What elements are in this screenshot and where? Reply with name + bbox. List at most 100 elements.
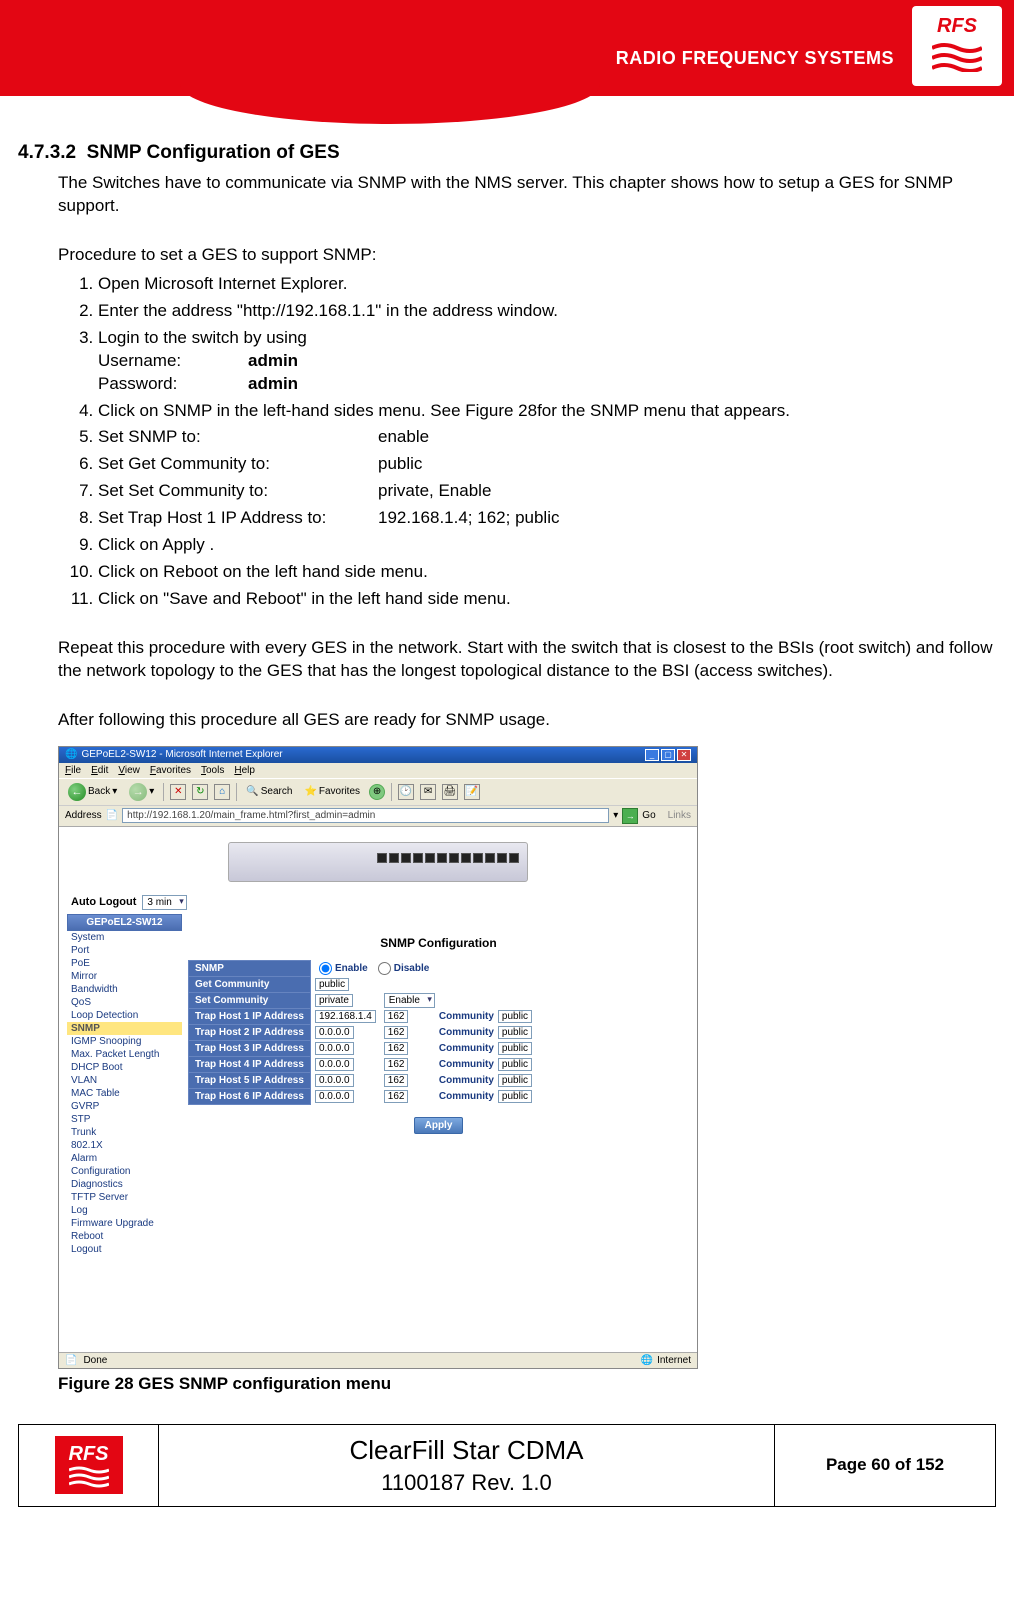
sidebar-item-igmp-snooping[interactable]: IGMP Snooping (67, 1035, 182, 1048)
snmp-disable-radio[interactable]: Disable (378, 962, 430, 975)
menu-file[interactable]: File (65, 765, 81, 776)
trap-host-ip-input[interactable]: 0.0.0.0 (315, 1042, 354, 1055)
history-button[interactable]: 🕑 (398, 784, 414, 800)
sidebar-item-mac-table[interactable]: MAC Table (67, 1087, 182, 1100)
trap-host-community-input[interactable]: public (498, 1090, 532, 1103)
sidebar-item-loop-detection[interactable]: Loop Detection (67, 1009, 182, 1022)
back-arrow-icon: ← (68, 783, 86, 801)
trap-host-port-input[interactable]: 162 (384, 1074, 409, 1087)
home-button[interactable]: ⌂ (214, 784, 230, 800)
go-button[interactable]: → (622, 808, 638, 824)
set-community-select[interactable]: Enable (384, 993, 435, 1008)
auto-logout-label: Auto Logout (71, 896, 136, 908)
brand-logo-text: RFS (937, 15, 977, 38)
mail-button[interactable]: ✉ (420, 784, 436, 800)
step-9: Click on Apply . (98, 534, 996, 557)
sidebar-item-qos[interactable]: QoS (67, 996, 182, 1009)
sidebar-item-vlan[interactable]: VLAN (67, 1074, 182, 1087)
trap-host-ip-input[interactable]: 192.168.1.4 (315, 1010, 376, 1023)
step-8-label: Set Trap Host 1 IP Address to: (98, 507, 378, 530)
document-content: 4.7.3.2 SNMP Configuration of GES The Sw… (0, 102, 1014, 1517)
sidebar-item-configuration[interactable]: Configuration (67, 1165, 182, 1178)
favorites-label: Favorites (319, 786, 360, 797)
trap-host-community-input[interactable]: public (498, 1010, 532, 1023)
minimize-button[interactable]: _ (645, 749, 659, 761)
sidebar-item-diagnostics[interactable]: Diagnostics (67, 1178, 182, 1191)
password-value: admin (248, 373, 298, 396)
sidebar-item-gvrp[interactable]: GVRP (67, 1100, 182, 1113)
trap-host-port-input[interactable]: 162 (384, 1026, 409, 1039)
sidebar-item-alarm[interactable]: Alarm (67, 1152, 182, 1165)
repeat-paragraph: Repeat this procedure with every GES in … (58, 637, 996, 683)
snmp-enable-radio[interactable]: Enable (319, 962, 368, 975)
step-7-value: private, Enable (378, 480, 491, 503)
maximize-button[interactable]: ▢ (661, 749, 675, 761)
sidebar-item-snmp[interactable]: SNMP (67, 1022, 182, 1035)
auto-logout-select[interactable]: 3 min (142, 895, 186, 910)
snmp-panel-title: SNMP Configuration (188, 936, 689, 950)
after-paragraph: After following this procedure all GES a… (58, 709, 996, 732)
sidebar-item-trunk[interactable]: Trunk (67, 1126, 182, 1139)
sidebar-item-port[interactable]: Port (67, 944, 182, 957)
disable-radio-label: Disable (394, 963, 430, 974)
sidebar-item-mirror[interactable]: Mirror (67, 970, 182, 983)
username-label: Username: (98, 350, 248, 373)
trap-host-ip-input[interactable]: 0.0.0.0 (315, 1058, 354, 1071)
menu-help[interactable]: Help (234, 765, 255, 776)
refresh-button[interactable]: ↻ (192, 784, 208, 800)
edit-button[interactable]: 📝 (464, 784, 480, 800)
trap-host-port-input[interactable]: 162 (384, 1090, 409, 1103)
trap-host-row: Trap Host 6 IP Address0.0.0.0162Communit… (189, 1088, 537, 1104)
section-number: 4.7.3.2 (18, 142, 76, 163)
step-8: Set Trap Host 1 IP Address to:192.168.1.… (98, 507, 996, 530)
search-button[interactable]: 🔍 Search (243, 785, 295, 798)
sidebar-item-max-packet-length[interactable]: Max. Packet Length (67, 1048, 182, 1061)
set-community-input[interactable]: private (315, 994, 353, 1007)
get-community-input[interactable]: public (315, 978, 349, 991)
trap-host-ip-input[interactable]: 0.0.0.0 (315, 1090, 354, 1103)
favorites-button[interactable]: ⭐ Favorites (301, 785, 363, 798)
menu-edit[interactable]: Edit (91, 765, 108, 776)
sidebar-item-reboot[interactable]: Reboot (67, 1230, 182, 1243)
menu-favorites[interactable]: Favorites (150, 765, 191, 776)
sidebar-item-stp[interactable]: STP (67, 1113, 182, 1126)
ie-status-bar: 📄 Done 🌐 Internet (59, 1352, 697, 1368)
sidebar-item-tftp-server[interactable]: TFTP Server (67, 1191, 182, 1204)
trap-host-port-input[interactable]: 162 (384, 1010, 409, 1023)
trap-host-port-input[interactable]: 162 (384, 1042, 409, 1055)
section-title: SNMP Configuration of GES (87, 142, 340, 163)
apply-button[interactable]: Apply (414, 1117, 464, 1134)
trap-host-community-input[interactable]: public (498, 1074, 532, 1087)
procedure-heading: Procedure to set a GES to support SNMP: (58, 244, 996, 267)
menu-view[interactable]: View (118, 765, 140, 776)
trap-host-community-input[interactable]: public (498, 1042, 532, 1055)
back-button[interactable]: ← Back ▾ (65, 782, 120, 802)
sidebar-item-log[interactable]: Log (67, 1204, 182, 1217)
stop-button[interactable]: ✕ (170, 784, 186, 800)
sidebar-item-firmware-upgrade[interactable]: Firmware Upgrade (67, 1217, 182, 1230)
trap-host-ip-input[interactable]: 0.0.0.0 (315, 1026, 354, 1039)
address-input[interactable]: http://192.168.1.20/main_frame.html?firs… (122, 808, 609, 823)
sidebar-item-dhcp-boot[interactable]: DHCP Boot (67, 1061, 182, 1074)
sidebar-item-system[interactable]: System (67, 931, 182, 944)
trap-host-label: Trap Host 3 IP Address (189, 1040, 311, 1056)
get-community-label: Get Community (189, 976, 311, 992)
sidebar-item-802-1x[interactable]: 802.1X (67, 1139, 182, 1152)
step-5-value: enable (378, 426, 429, 449)
trap-host-ip-input[interactable]: 0.0.0.0 (315, 1074, 354, 1087)
internet-zone-text: Internet (657, 1355, 691, 1366)
sidebar-item-poe[interactable]: PoE (67, 957, 182, 970)
sidebar-item-logout[interactable]: Logout (67, 1243, 182, 1256)
close-button[interactable]: ✕ (677, 749, 691, 761)
forward-button[interactable]: → ▾ (126, 782, 157, 802)
trap-host-row: Trap Host 2 IP Address0.0.0.0162Communit… (189, 1024, 537, 1040)
trap-host-port-input[interactable]: 162 (384, 1058, 409, 1071)
trap-host-community-input[interactable]: public (498, 1058, 532, 1071)
trap-host-community-input[interactable]: public (498, 1026, 532, 1039)
status-done-icon: 📄 (65, 1355, 77, 1366)
media-button[interactable]: ⊕ (369, 784, 385, 800)
menu-tools[interactable]: Tools (201, 765, 224, 776)
sidebar-item-bandwidth[interactable]: Bandwidth (67, 983, 182, 996)
print-button[interactable]: 🖨 (442, 784, 458, 800)
step-10: Click on Reboot on the left hand side me… (98, 561, 996, 584)
